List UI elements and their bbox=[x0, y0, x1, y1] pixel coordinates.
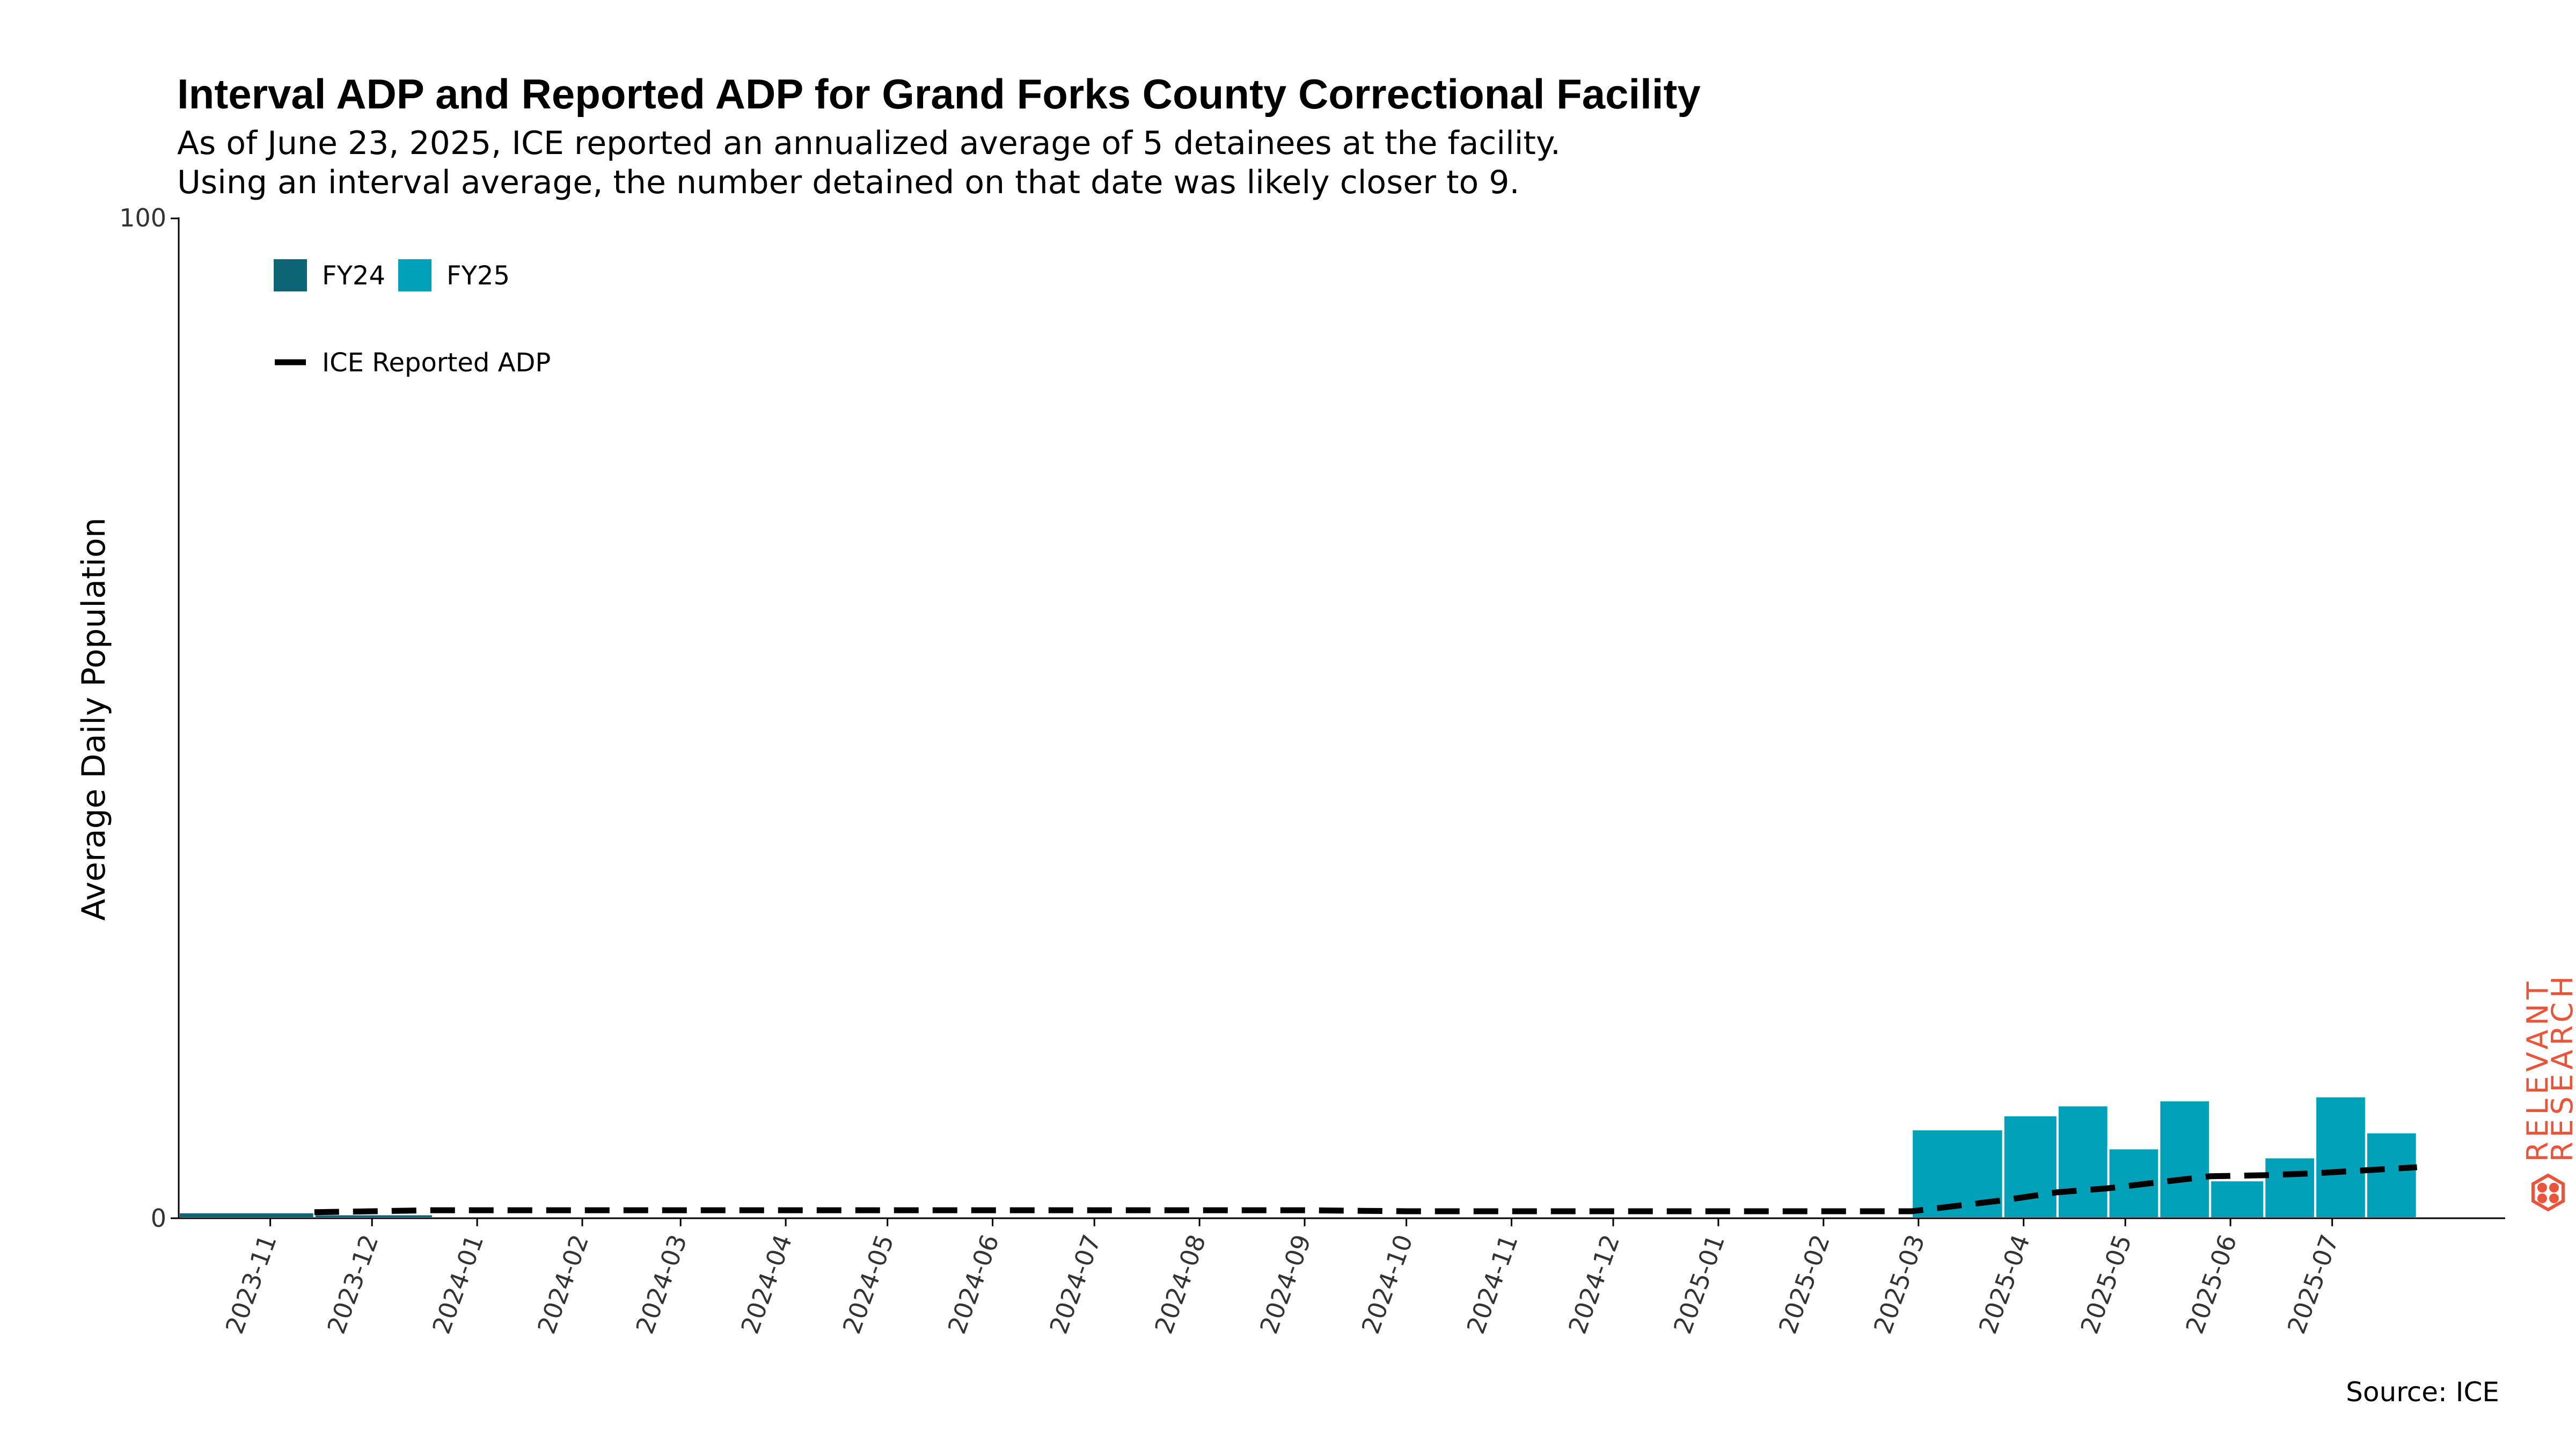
legend-swatch-fy24 bbox=[274, 259, 307, 291]
interval-adp-bar-12 bbox=[2314, 1095, 2367, 1219]
interval-adp-bar-0 bbox=[178, 1211, 316, 1220]
logo-text-relevant: RELEVANT bbox=[2521, 977, 2555, 1162]
x-tick-label-3: 2024-02 bbox=[532, 1231, 594, 1337]
x-tick-label-5: 2024-04 bbox=[735, 1231, 797, 1337]
chart-subtitle-line-1: As of June 23, 2025, ICE reported an ann… bbox=[177, 125, 1561, 162]
chart-title: Interval ADP and Reported ADP for Grand … bbox=[177, 70, 1701, 118]
x-tick-label-10: 2024-09 bbox=[1254, 1231, 1316, 1337]
interval-adp-bar-9 bbox=[2158, 1099, 2212, 1219]
chart-subtitle-line-2: Using an interval average, the number de… bbox=[177, 164, 1520, 201]
legend-label-fy24: FY24 bbox=[322, 261, 385, 291]
x-tick-label-9: 2024-08 bbox=[1149, 1231, 1211, 1337]
x-tick-label-14: 2025-01 bbox=[1668, 1231, 1730, 1337]
y-tick-label-0: 0 bbox=[151, 1204, 166, 1233]
logo-mark-icon bbox=[2531, 1173, 2565, 1212]
x-tick-label-16: 2025-03 bbox=[1868, 1231, 1930, 1337]
legend-label-fy25: FY25 bbox=[447, 261, 510, 291]
x-tick-label-2: 2024-01 bbox=[427, 1231, 489, 1337]
interval-adp-bar-7 bbox=[2056, 1104, 2110, 1219]
x-tick-label-17: 2025-04 bbox=[1973, 1231, 2036, 1337]
legend-label-reported: ICE Reported ADP bbox=[322, 348, 551, 378]
x-tick-label-13: 2024-12 bbox=[1563, 1231, 1625, 1337]
y-axis-label: Average Daily Population bbox=[75, 517, 113, 921]
x-tick-label-0: 2023-11 bbox=[219, 1231, 282, 1337]
bars-group bbox=[178, 1095, 2418, 1220]
x-tick-label-20: 2025-07 bbox=[2282, 1231, 2344, 1337]
x-tick-label-18: 2025-05 bbox=[2075, 1231, 2137, 1337]
x-tick-label-6: 2024-05 bbox=[837, 1231, 899, 1337]
x-tick-label-11: 2024-10 bbox=[1356, 1231, 1418, 1337]
logo-text-research: RESEARCH bbox=[2545, 972, 2576, 1162]
x-tick-label-12: 2024-11 bbox=[1461, 1231, 1523, 1337]
x-tick-label-1: 2023-12 bbox=[321, 1231, 384, 1337]
x-tick-label-7: 2024-06 bbox=[942, 1231, 1004, 1337]
interval-adp-bar-10 bbox=[2209, 1179, 2266, 1219]
interval-adp-bar-11 bbox=[2263, 1156, 2317, 1219]
legend-swatch-fy25 bbox=[398, 259, 431, 291]
legend: FY24 FY25 ICE Reported ADP bbox=[274, 259, 551, 378]
reported-adp-line bbox=[314, 1164, 2418, 1216]
interval-adp-bar-6 bbox=[2002, 1114, 2059, 1220]
x-tick-label-8: 2024-07 bbox=[1044, 1231, 1106, 1337]
x-tick-label-15: 2025-02 bbox=[1773, 1231, 1835, 1337]
relevant-research-logo: RELEVANT RESEARCH bbox=[2521, 972, 2576, 1212]
x-ticks-group: 2023-11 2023-12 2024-01 2024-02 2024-03 2024-… bbox=[219, 1218, 2344, 1337]
source-note: Source: ICE bbox=[2346, 1377, 2499, 1408]
interval-adp-bar-13 bbox=[2365, 1131, 2418, 1220]
x-tick-label-4: 2024-03 bbox=[630, 1231, 692, 1337]
y-tick-label-100: 100 bbox=[119, 203, 166, 232]
x-tick-label-19: 2025-06 bbox=[2180, 1231, 2242, 1337]
